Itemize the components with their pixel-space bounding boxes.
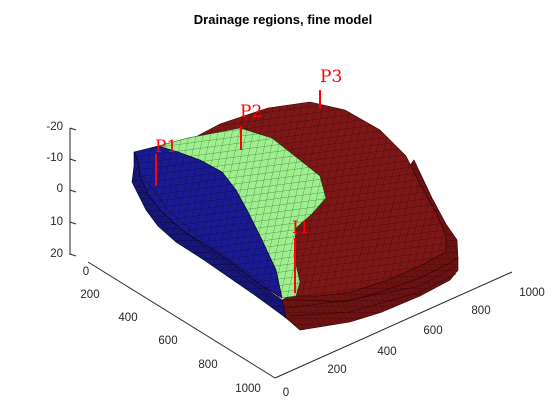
- x-tick-label: 800: [198, 359, 217, 371]
- z-tick-label: -20: [46, 121, 63, 133]
- x-ticks: 0 200 400 600 800 1000: [80, 266, 260, 395]
- z-tick-label: -10: [46, 152, 63, 164]
- y-tick-label: 400: [377, 346, 396, 358]
- well-P2: P2: [240, 102, 262, 150]
- y-tick-label: 200: [327, 364, 346, 376]
- x-tick-label: 400: [118, 312, 137, 324]
- well-P1: P1: [155, 137, 177, 186]
- well-P2-label: P2: [240, 102, 262, 122]
- x-tick-label: 200: [80, 289, 99, 301]
- well-I1-label: I1: [292, 218, 310, 238]
- y-tick-label: 1000: [519, 287, 545, 299]
- y-ticks: 0 200 400 600 800 1000: [283, 287, 545, 399]
- x-tick-label: 1000: [235, 383, 261, 395]
- y-axis-line: [274, 271, 513, 379]
- y-tick-label: 0: [283, 387, 289, 399]
- z-tick-label: 0: [57, 183, 63, 195]
- z-tick-label: 10: [50, 216, 63, 228]
- z-tick-label: 20: [50, 248, 63, 260]
- axes: [69, 128, 513, 379]
- y-tick-label: 600: [423, 325, 442, 337]
- well-P3: P3: [319, 67, 342, 108]
- y-tick-label: 800: [471, 305, 490, 317]
- x-axis-line: [87, 261, 276, 379]
- reservoir-model: [131, 101, 459, 331]
- blue-region: [133, 145, 283, 299]
- z-ticks: -20 -10 0 10 20: [46, 121, 77, 260]
- well-P1-label: P1: [155, 137, 177, 157]
- figure-title: Drainage regions, fine model: [194, 12, 372, 27]
- x-tick-label: 600: [158, 335, 177, 347]
- well-P3-label: P3: [320, 67, 342, 87]
- wells: P1 P2 P3 I1: [155, 67, 342, 293]
- well-I1: I1: [292, 218, 310, 293]
- x-tick-label: 0: [83, 266, 89, 278]
- layer-lines: [137, 171, 457, 317]
